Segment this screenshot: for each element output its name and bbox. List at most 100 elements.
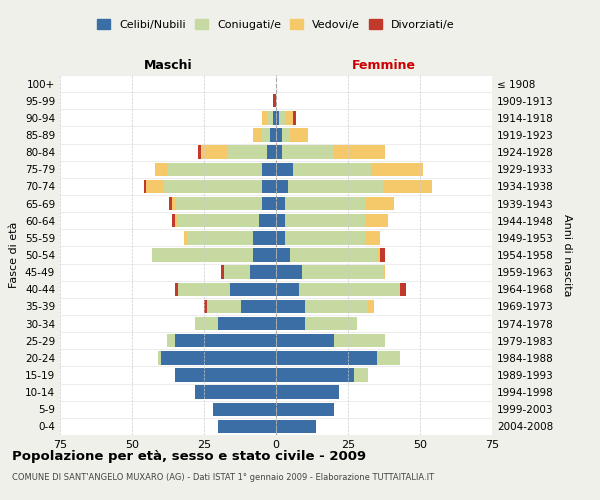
Bar [167, 334, 175, 347]
Bar [178, 214, 259, 228]
Text: Femmine: Femmine [352, 58, 416, 71]
Bar [218, 317, 276, 330]
Bar [262, 128, 270, 141]
Bar [172, 214, 175, 228]
Bar [299, 282, 400, 296]
Bar [276, 317, 305, 330]
Bar [146, 180, 164, 193]
Bar [284, 111, 293, 124]
Bar [221, 266, 224, 279]
Bar [212, 402, 276, 416]
Bar [164, 180, 262, 193]
Bar [365, 214, 388, 228]
Bar [290, 128, 308, 141]
Bar [284, 214, 365, 228]
Bar [276, 334, 334, 347]
Bar [253, 128, 262, 141]
Legend: Celibi/Nubili, Coniugati/e, Vedovi/e, Divorziati/e: Celibi/Nubili, Coniugati/e, Vedovi/e, Di… [94, 16, 458, 33]
Bar [365, 197, 394, 210]
Bar [276, 386, 340, 399]
Bar [158, 351, 161, 364]
Bar [276, 162, 293, 176]
Bar [196, 386, 276, 399]
Bar [224, 266, 250, 279]
Bar [175, 368, 276, 382]
Bar [371, 162, 423, 176]
Bar [302, 266, 383, 279]
Bar [276, 248, 290, 262]
Bar [250, 266, 276, 279]
Bar [201, 146, 227, 159]
Bar [276, 231, 284, 244]
Bar [152, 248, 253, 262]
Bar [284, 197, 365, 210]
Bar [293, 111, 296, 124]
Bar [262, 197, 276, 210]
Bar [161, 351, 276, 364]
Bar [305, 317, 356, 330]
Bar [354, 368, 368, 382]
Y-axis label: Fasce di età: Fasce di età [10, 222, 19, 288]
Bar [227, 146, 268, 159]
Text: Maschi: Maschi [143, 58, 193, 71]
Bar [377, 248, 380, 262]
Bar [287, 180, 383, 193]
Bar [175, 334, 276, 347]
Bar [268, 111, 273, 124]
Bar [155, 162, 167, 176]
Bar [167, 162, 262, 176]
Bar [276, 128, 282, 141]
Bar [262, 180, 276, 193]
Bar [276, 266, 302, 279]
Text: Popolazione per età, sesso e stato civile - 2009: Popolazione per età, sesso e stato civil… [12, 450, 366, 463]
Bar [276, 214, 284, 228]
Bar [380, 248, 385, 262]
Bar [276, 300, 305, 313]
Bar [273, 94, 276, 108]
Bar [276, 111, 279, 124]
Bar [169, 197, 172, 210]
Bar [273, 111, 276, 124]
Bar [143, 180, 146, 193]
Bar [259, 214, 276, 228]
Bar [305, 300, 368, 313]
Bar [276, 146, 282, 159]
Text: COMUNE DI SANT'ANGELO MUXARO (AG) - Dati ISTAT 1° gennaio 2009 - Elaborazione TU: COMUNE DI SANT'ANGELO MUXARO (AG) - Dati… [12, 472, 434, 482]
Y-axis label: Anni di nascita: Anni di nascita [562, 214, 572, 296]
Bar [276, 282, 299, 296]
Bar [276, 180, 287, 193]
Bar [268, 146, 276, 159]
Bar [230, 282, 276, 296]
Bar [334, 334, 385, 347]
Bar [279, 111, 284, 124]
Bar [184, 231, 187, 244]
Bar [253, 231, 276, 244]
Bar [253, 248, 276, 262]
Bar [241, 300, 276, 313]
Bar [293, 162, 371, 176]
Bar [282, 146, 334, 159]
Bar [290, 248, 377, 262]
Bar [175, 282, 178, 296]
Bar [368, 300, 374, 313]
Bar [276, 197, 284, 210]
Bar [196, 317, 218, 330]
Bar [172, 197, 175, 210]
Bar [282, 128, 290, 141]
Bar [262, 111, 268, 124]
Bar [198, 146, 201, 159]
Bar [218, 420, 276, 433]
Bar [276, 420, 316, 433]
Bar [207, 300, 241, 313]
Bar [270, 128, 276, 141]
Bar [276, 351, 377, 364]
Bar [175, 214, 178, 228]
Bar [262, 162, 276, 176]
Bar [204, 300, 207, 313]
Bar [400, 282, 406, 296]
Bar [187, 231, 253, 244]
Bar [175, 197, 262, 210]
Bar [383, 180, 431, 193]
Bar [276, 368, 354, 382]
Bar [178, 282, 230, 296]
